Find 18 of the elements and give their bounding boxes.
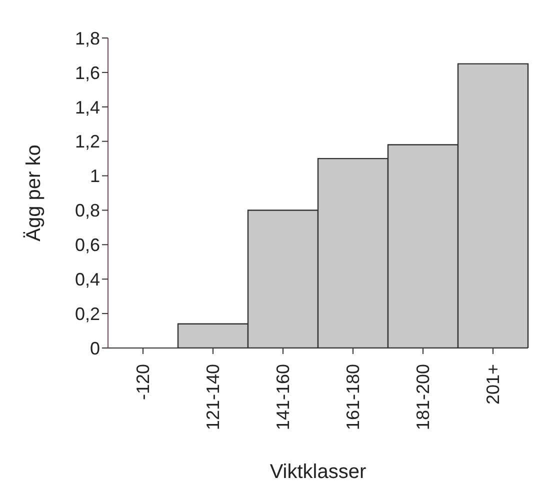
y-tick-label: 0,6 — [74, 235, 100, 256]
y-tick-label: 1 — [90, 166, 100, 186]
y-tick-label: 0,4 — [74, 270, 100, 290]
x-tick-label: 181-200 — [413, 364, 433, 430]
y-axis-title: Ägg per ko — [23, 144, 46, 242]
y-tick-label: 1,4 — [74, 97, 100, 118]
x-tick-label: 161-180 — [343, 364, 363, 430]
y-tick-label: 0,2 — [74, 304, 100, 324]
x-tick-label: 141-160 — [273, 364, 293, 430]
y-tick-label: 1,6 — [74, 62, 100, 83]
y-tick-label: 1,2 — [74, 132, 100, 152]
x-axis-title: Viktklasser — [270, 461, 367, 483]
y-tick-label: 0,8 — [74, 200, 100, 221]
y-tick-label: 1,8 — [74, 28, 100, 48]
x-tick-label: 201+ — [483, 364, 503, 405]
x-tick-label: 121-140 — [203, 364, 223, 430]
y-tick-label: 0 — [90, 338, 100, 358]
x-tick-label: -120 — [133, 364, 153, 400]
